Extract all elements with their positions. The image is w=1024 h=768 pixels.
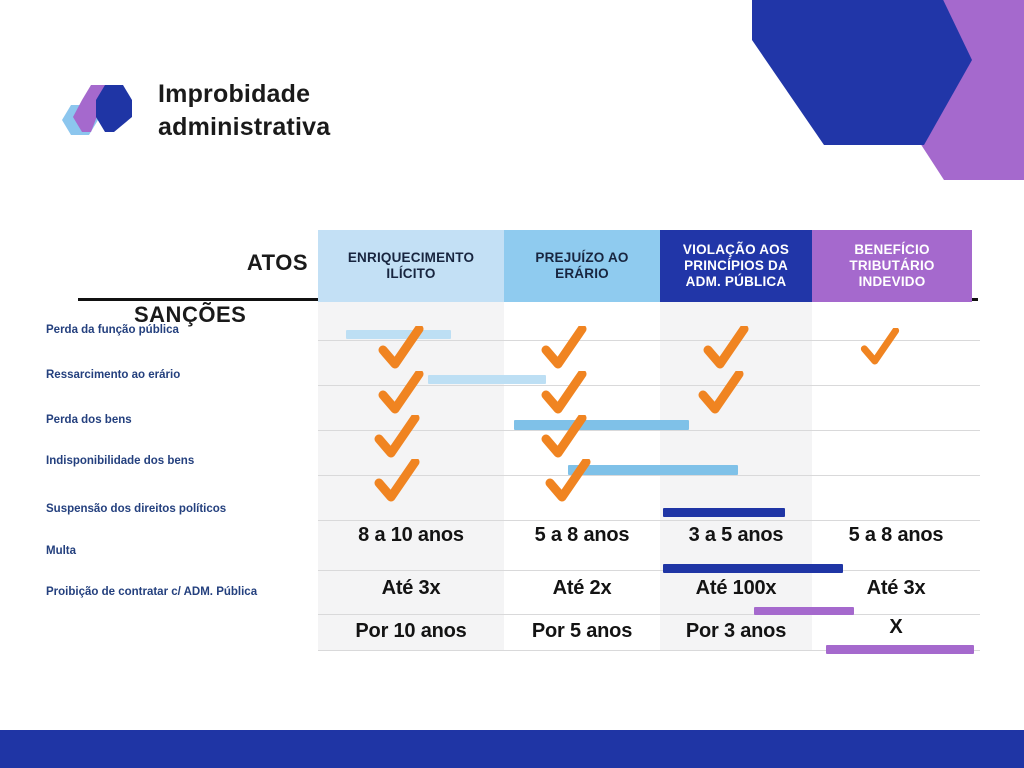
brand-title-line2: administrativa <box>158 113 331 141</box>
cell-proibicao-col1: Por 10 anos <box>355 620 467 642</box>
column-header-beneficio-tributario[interactable]: BENEFÍCIO TRIBUTÁRIO INDEVIDO <box>812 230 972 302</box>
accent-bar <box>514 420 689 430</box>
check-icon <box>860 327 900 366</box>
accent-bar <box>826 645 974 654</box>
row-label-ressarcimento-erario: Ressarcimento ao erário <box>46 369 181 381</box>
check-icon <box>703 324 749 370</box>
accent-bar <box>346 330 451 339</box>
check-icon <box>378 324 424 370</box>
footer-band <box>0 730 1024 768</box>
check-icon <box>374 457 420 503</box>
check-icon <box>698 369 744 415</box>
accent-bar <box>663 564 843 573</box>
check-icon <box>378 369 424 415</box>
column-shade-1 <box>318 302 504 650</box>
brand-title-line1: Improbidade <box>158 80 311 108</box>
check-icon <box>545 457 591 503</box>
column-shade-3 <box>660 302 812 650</box>
row-label-perda-funcao-publica: Perda da função pública <box>46 324 179 336</box>
cell-suspensao-col1: 8 a 10 anos <box>358 524 464 546</box>
row-label-indisponibilidade-dos-bens: Indisponibilidade dos bens <box>46 455 195 467</box>
cell-suspensao-col3: 3 a 5 anos <box>688 524 784 546</box>
check-icon <box>541 413 587 459</box>
brand-header: Improbidade administrativa <box>58 78 330 144</box>
cell-suspensao-col2: 5 a 8 anos <box>534 524 630 546</box>
column-header-enriquecimento-ilicito[interactable]: ENRIQUECIMENTO ILÍCITO <box>318 230 504 302</box>
cell-proibicao-col2: Por 5 anos <box>531 620 633 642</box>
accent-bar <box>754 607 854 615</box>
check-icon <box>541 369 587 415</box>
table-corner: ATOS SANÇÕES <box>78 230 318 327</box>
row-divider <box>318 340 980 341</box>
row-label-perda-dos-bens: Perda dos bens <box>46 414 132 426</box>
check-icon <box>374 413 420 459</box>
row-label-proibicao-contratar: Proibição de contratar c/ ADM. Pública <box>46 586 258 598</box>
corner-atos-label: ATOS <box>246 250 308 275</box>
accent-bar <box>428 375 546 384</box>
row-divider <box>318 520 980 521</box>
row-divider <box>318 650 980 651</box>
decorative-hexagons <box>724 0 1024 180</box>
row-label-suspensao-direitos-politicos: Suspensão dos direitos políticos <box>46 503 227 515</box>
row-divider <box>318 385 980 386</box>
row-labels: Perda da função pública Ressarcimento ao… <box>46 302 318 650</box>
cell-proibicao-col3: Por 3 anos <box>685 620 787 642</box>
row-divider <box>318 570 980 571</box>
accent-bar <box>568 465 738 475</box>
row-divider <box>318 475 980 476</box>
corner-sancoes-label: SANÇÕES <box>134 302 247 327</box>
column-header-violacao-principios[interactable]: VIOLAÇÃO AOS PRINCÍPIOS DA ADM. PÚBLICA <box>660 230 812 302</box>
cell-multa-col3: Até 100x <box>695 577 777 599</box>
accent-bar <box>663 508 785 517</box>
sanctions-table: ATOS SANÇÕES ENRIQUECIMENTO ILÍCITO PREJ… <box>46 230 980 654</box>
cell-multa-col2: Até 2x <box>552 577 612 599</box>
cell-multa-col1: Até 3x <box>381 577 441 599</box>
m-hexagon-logo-icon <box>58 82 136 140</box>
cell-multa-col4: Até 3x <box>866 577 926 599</box>
cell-suspensao-col4: 5 a 8 anos <box>848 524 944 546</box>
hex-blue-icon <box>752 0 972 145</box>
column-header-prejuizo-ao-erario[interactable]: PREJUÍZO AO ERÁRIO <box>504 230 660 302</box>
table-header-row: ENRIQUECIMENTO ILÍCITO PREJUÍZO AO ERÁRI… <box>318 230 972 302</box>
row-divider <box>318 430 980 431</box>
table-body: Perda da função pública Ressarcimento ao… <box>46 302 980 654</box>
cell-proibicao-col4: X <box>889 616 903 638</box>
page-title: Improbidade administrativa <box>158 78 330 144</box>
row-divider <box>318 614 980 615</box>
check-icon <box>541 324 587 370</box>
row-label-multa: Multa <box>46 545 77 557</box>
